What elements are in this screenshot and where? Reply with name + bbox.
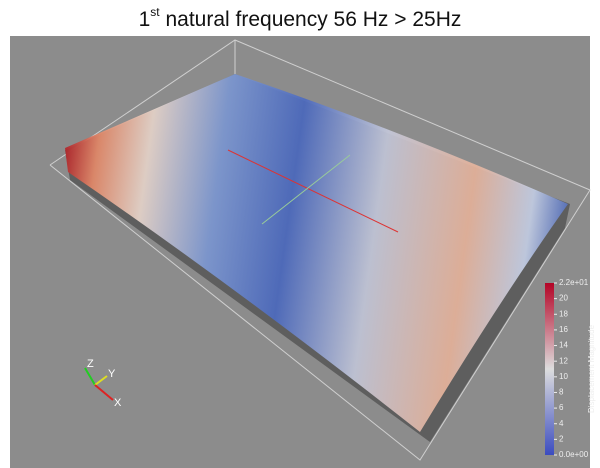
colorbar-tick-label: 4 (559, 419, 564, 428)
page: 1st natural frequency 56 Hz > 25Hz Z Y X… (0, 0, 600, 468)
colorbar-ramp (545, 283, 554, 455)
colorbar-tick-label: 20 (559, 294, 568, 303)
gizmo-z: Z (87, 358, 94, 370)
colorbar-tick-label: 16 (559, 325, 568, 334)
colorbar-tick-label: 8 (559, 388, 564, 397)
title: 1st natural frequency 56 Hz > 25Hz (139, 5, 462, 30)
colorbar-tick-label: 14 (559, 341, 568, 350)
colorbar-tick-label: 10 (559, 372, 568, 381)
colorbar-tick-label: 0.0e+00 (559, 450, 589, 459)
colorbar-tick-label: 12 (559, 356, 568, 365)
colorbar-tick-label: 18 (559, 309, 568, 318)
viewport: 1st natural frequency 56 Hz > 25Hz Z Y X… (0, 0, 600, 468)
gizmo-y: Y (108, 368, 116, 380)
gizmo-x: X (114, 397, 122, 409)
colorbar-tick-label: 2 (559, 434, 564, 443)
colorbar-title: Displacement Magnitude (587, 324, 596, 413)
colorbar-tick-label: 6 (559, 403, 564, 412)
colorbar-tick-label: 2.2e+01 (559, 278, 589, 287)
